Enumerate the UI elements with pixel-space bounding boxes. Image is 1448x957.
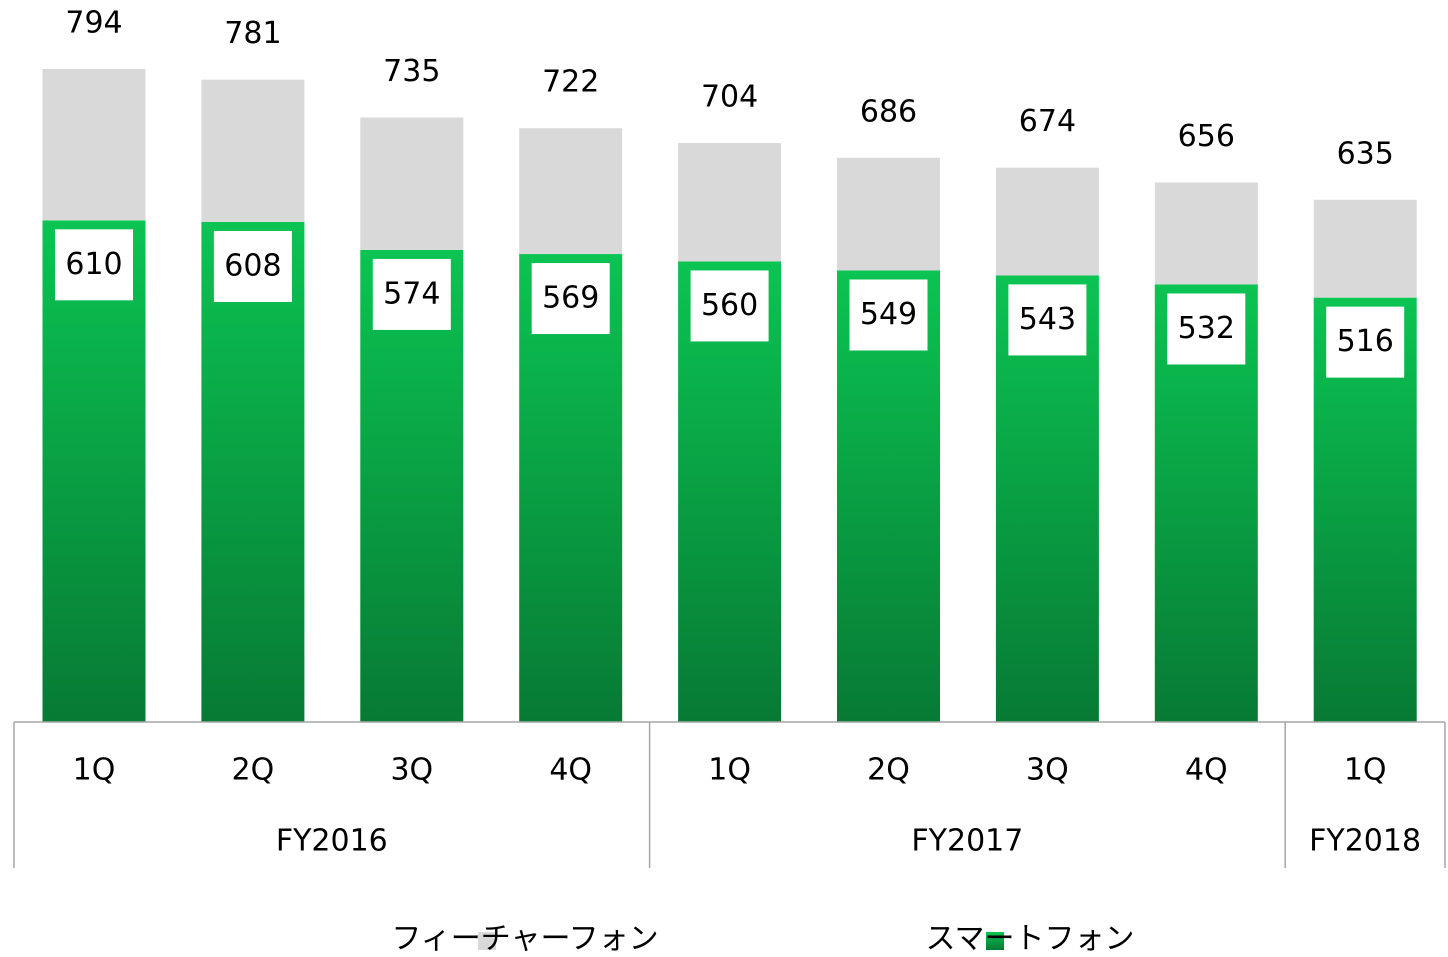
group-label: FY2017 — [911, 824, 1023, 859]
total-label: 735 — [383, 54, 440, 89]
legend-label: スマートフォン — [925, 922, 1134, 957]
group-label: FY2016 — [276, 824, 388, 859]
total-label: 656 — [1178, 119, 1235, 154]
data-label: 610 — [65, 247, 122, 282]
bar-segment — [995, 167, 1099, 276]
bar-segment — [42, 69, 146, 221]
data-label: 549 — [860, 297, 917, 332]
bar-segment — [42, 220, 146, 722]
label-box — [1326, 306, 1405, 378]
x-tick-label: 1Q — [73, 753, 116, 788]
label-box — [1167, 293, 1246, 365]
total-label: 781 — [224, 16, 281, 51]
label-box — [849, 279, 928, 351]
x-tick-label: 1Q — [1344, 753, 1387, 788]
x-tick-label: 3Q — [390, 753, 433, 788]
legend-label: フィーチャーフォン — [391, 922, 658, 957]
data-label: 532 — [1178, 311, 1235, 346]
label-box — [690, 270, 769, 342]
bar-segment — [519, 128, 623, 255]
x-tick-label: 4Q — [549, 753, 592, 788]
total-label: 704 — [701, 80, 758, 115]
total-label: 686 — [860, 94, 917, 129]
x-tick-label: 3Q — [1026, 753, 1069, 788]
bar-segment — [678, 143, 782, 262]
x-tick-label: 1Q — [708, 753, 751, 788]
data-label: 543 — [1019, 302, 1076, 337]
legend-swatch — [986, 932, 1004, 950]
bar-segment — [360, 117, 464, 250]
label-box — [1008, 284, 1087, 356]
label-box — [372, 258, 451, 330]
legend-swatch — [478, 932, 496, 950]
bar-segment — [1313, 199, 1417, 298]
data-label: 574 — [383, 276, 440, 311]
total-label: 674 — [1019, 104, 1076, 139]
label-box — [213, 230, 292, 302]
data-label: 608 — [224, 248, 281, 283]
label-box — [55, 229, 133, 301]
bar-segment — [201, 79, 305, 222]
total-label: 794 — [65, 6, 122, 41]
bar-segment — [837, 157, 940, 271]
label-box — [531, 263, 610, 335]
data-label: 516 — [1337, 324, 1394, 359]
bar-segment — [201, 221, 305, 722]
x-tick-label: 4Q — [1185, 753, 1228, 788]
data-label: 569 — [542, 281, 599, 316]
x-tick-label: 2Q — [867, 753, 910, 788]
total-label: 635 — [1337, 136, 1394, 171]
group-label: FY2018 — [1309, 824, 1421, 859]
data-label: 560 — [701, 288, 758, 323]
bar-segment — [1154, 182, 1258, 285]
total-label: 722 — [542, 65, 599, 100]
x-tick-label: 2Q — [232, 753, 275, 788]
